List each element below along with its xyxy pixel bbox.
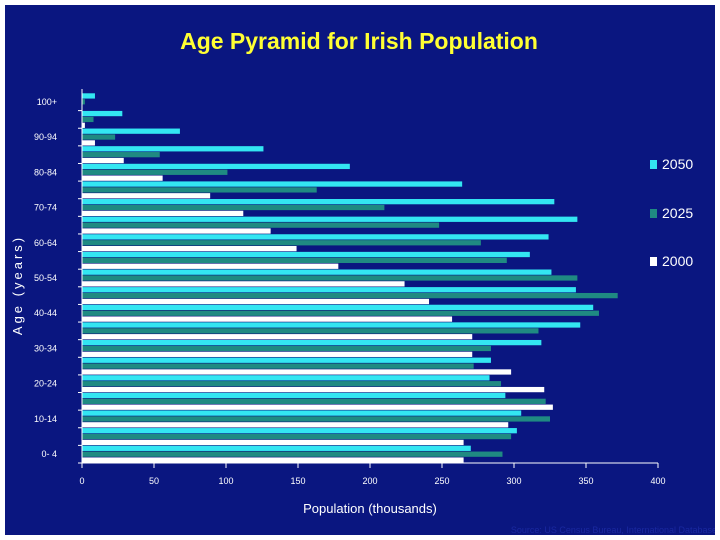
x-tick-label: 400 bbox=[650, 476, 665, 486]
bar-2025-0-4 bbox=[82, 451, 503, 457]
source-note: Source: US Census Bureau, International … bbox=[511, 525, 715, 535]
y-tick-label: 50-54 bbox=[34, 273, 57, 283]
bar-2000-25-29 bbox=[82, 369, 512, 375]
bar-2000-40-44 bbox=[82, 316, 453, 322]
bar-2000-75-79 bbox=[82, 193, 211, 199]
x-tick-label: 350 bbox=[578, 476, 593, 486]
bar-2050-85-89 bbox=[82, 146, 264, 152]
legend-label-2025: 2025 bbox=[662, 205, 693, 221]
bar-2050-45-49 bbox=[82, 287, 576, 293]
bar-2000-60-64 bbox=[82, 246, 297, 252]
bar-2025-75-79 bbox=[82, 187, 317, 193]
bar-2050-75-79 bbox=[82, 181, 463, 187]
y-tick-label: 40-44 bbox=[34, 308, 57, 318]
bar-2050-70-74 bbox=[82, 199, 555, 205]
bar-2025-30-34 bbox=[82, 345, 491, 352]
y-tick-label: 100+ bbox=[37, 97, 57, 107]
legend-label-2000: 2000 bbox=[662, 253, 693, 269]
y-tick-label: 20-24 bbox=[34, 379, 57, 389]
bar-2050-35-39 bbox=[82, 322, 581, 328]
bar-2025-25-29 bbox=[82, 363, 474, 369]
y-tick-label: 60-64 bbox=[34, 238, 57, 248]
bar-2025-65-69 bbox=[82, 222, 440, 228]
bar-2025-50-54 bbox=[82, 275, 578, 281]
bars-group bbox=[82, 93, 618, 463]
bar-2050-60-64 bbox=[82, 234, 549, 240]
bar-2050-50-54 bbox=[82, 269, 552, 275]
x-tick-label: 50 bbox=[149, 476, 159, 486]
bar-2050-100+ bbox=[82, 93, 95, 99]
bar-2050-90-94 bbox=[82, 128, 180, 134]
bar-2025-55-59 bbox=[82, 257, 507, 264]
bar-2050-80-84 bbox=[82, 163, 350, 170]
bar-2025-15-19 bbox=[82, 398, 546, 404]
bar-2050-10-14 bbox=[82, 410, 522, 416]
x-tick-label: 100 bbox=[218, 476, 233, 486]
axes-group: 0- 4 10-14 20-24 30-34 40-44 50-54 60-64 70-74 8… bbox=[34, 89, 666, 486]
x-tick-label: 300 bbox=[506, 476, 521, 486]
bar-2000-20-24 bbox=[82, 386, 545, 393]
bar-2025-70-74 bbox=[82, 204, 385, 211]
legend: 2050 2025 2000 bbox=[650, 156, 693, 269]
bar-2050-65-69 bbox=[82, 216, 578, 222]
bar-2050-95-99 bbox=[82, 110, 123, 117]
bar-2000-80-84 bbox=[82, 175, 163, 181]
chart-title: Age Pyramid for Irish Population bbox=[180, 28, 538, 54]
bar-2000-50-54 bbox=[82, 281, 405, 287]
bar-2050-20-24 bbox=[82, 375, 490, 381]
bar-2025-100+ bbox=[82, 99, 85, 105]
bar-2000-85-89 bbox=[82, 157, 124, 164]
legend-swatch-2000 bbox=[650, 257, 657, 266]
bar-2025-10-14 bbox=[82, 416, 550, 422]
bar-2025-35-39 bbox=[82, 328, 539, 334]
age-pyramid-chart: Age Pyramid for Irish Population 0- 4 10-… bbox=[10, 28, 715, 535]
bar-2000-10-14 bbox=[82, 422, 509, 428]
y-tick-label: 80-84 bbox=[34, 167, 57, 177]
y-tick-label: 0- 4 bbox=[41, 449, 57, 459]
legend-swatch-2025 bbox=[650, 209, 657, 218]
bar-2050-15-19 bbox=[82, 392, 506, 399]
bar-2000-30-34 bbox=[82, 351, 473, 357]
bar-2050-25-29 bbox=[82, 357, 491, 363]
y-axis-label: Age (years) bbox=[10, 235, 25, 335]
bar-2000-90-94 bbox=[82, 140, 95, 146]
bar-2025-5-9 bbox=[82, 433, 512, 440]
bar-2000-45-49 bbox=[82, 298, 430, 305]
bar-2050-30-34 bbox=[82, 339, 542, 346]
bar-2000-95-99 bbox=[82, 122, 85, 128]
y-tick-label: 90-94 bbox=[34, 132, 57, 142]
bar-2050-0-4 bbox=[82, 445, 471, 451]
x-tick-label: 200 bbox=[362, 476, 377, 486]
y-tick-label: 30-34 bbox=[34, 344, 57, 354]
legend-label-2050: 2050 bbox=[662, 156, 693, 172]
bar-2025-80-84 bbox=[82, 169, 228, 175]
legend-swatch-2050 bbox=[650, 160, 657, 169]
bar-2025-20-24 bbox=[82, 381, 502, 387]
bar-2000-55-59 bbox=[82, 263, 339, 269]
bar-2000-65-69 bbox=[82, 228, 271, 234]
bar-2000-70-74 bbox=[82, 210, 244, 217]
x-tick-label: 0 bbox=[79, 476, 84, 486]
bar-2025-90-94 bbox=[82, 134, 116, 140]
bar-2050-55-59 bbox=[82, 251, 530, 258]
x-tick-label: 150 bbox=[290, 476, 305, 486]
y-tick-label: 10-14 bbox=[34, 414, 57, 424]
bar-2025-95-99 bbox=[82, 116, 94, 123]
bar-2000-0-4 bbox=[82, 457, 464, 463]
bar-2050-40-44 bbox=[82, 304, 594, 310]
bar-2025-40-44 bbox=[82, 310, 599, 316]
bar-2025-45-49 bbox=[82, 292, 618, 299]
bar-2025-85-89 bbox=[82, 152, 160, 158]
bar-2050-5-9 bbox=[82, 428, 517, 434]
y-tick-label: 70-74 bbox=[34, 203, 57, 213]
bar-2025-60-64 bbox=[82, 240, 481, 246]
x-axis-label: Population (thousands) bbox=[303, 501, 437, 516]
bar-2000-15-19 bbox=[82, 404, 553, 410]
slide-background: Age Pyramid for Irish Population 0- 4 10-… bbox=[5, 5, 715, 535]
bar-2000-35-39 bbox=[82, 334, 473, 340]
x-tick-label: 250 bbox=[434, 476, 449, 486]
bar-2000-5-9 bbox=[82, 439, 464, 446]
